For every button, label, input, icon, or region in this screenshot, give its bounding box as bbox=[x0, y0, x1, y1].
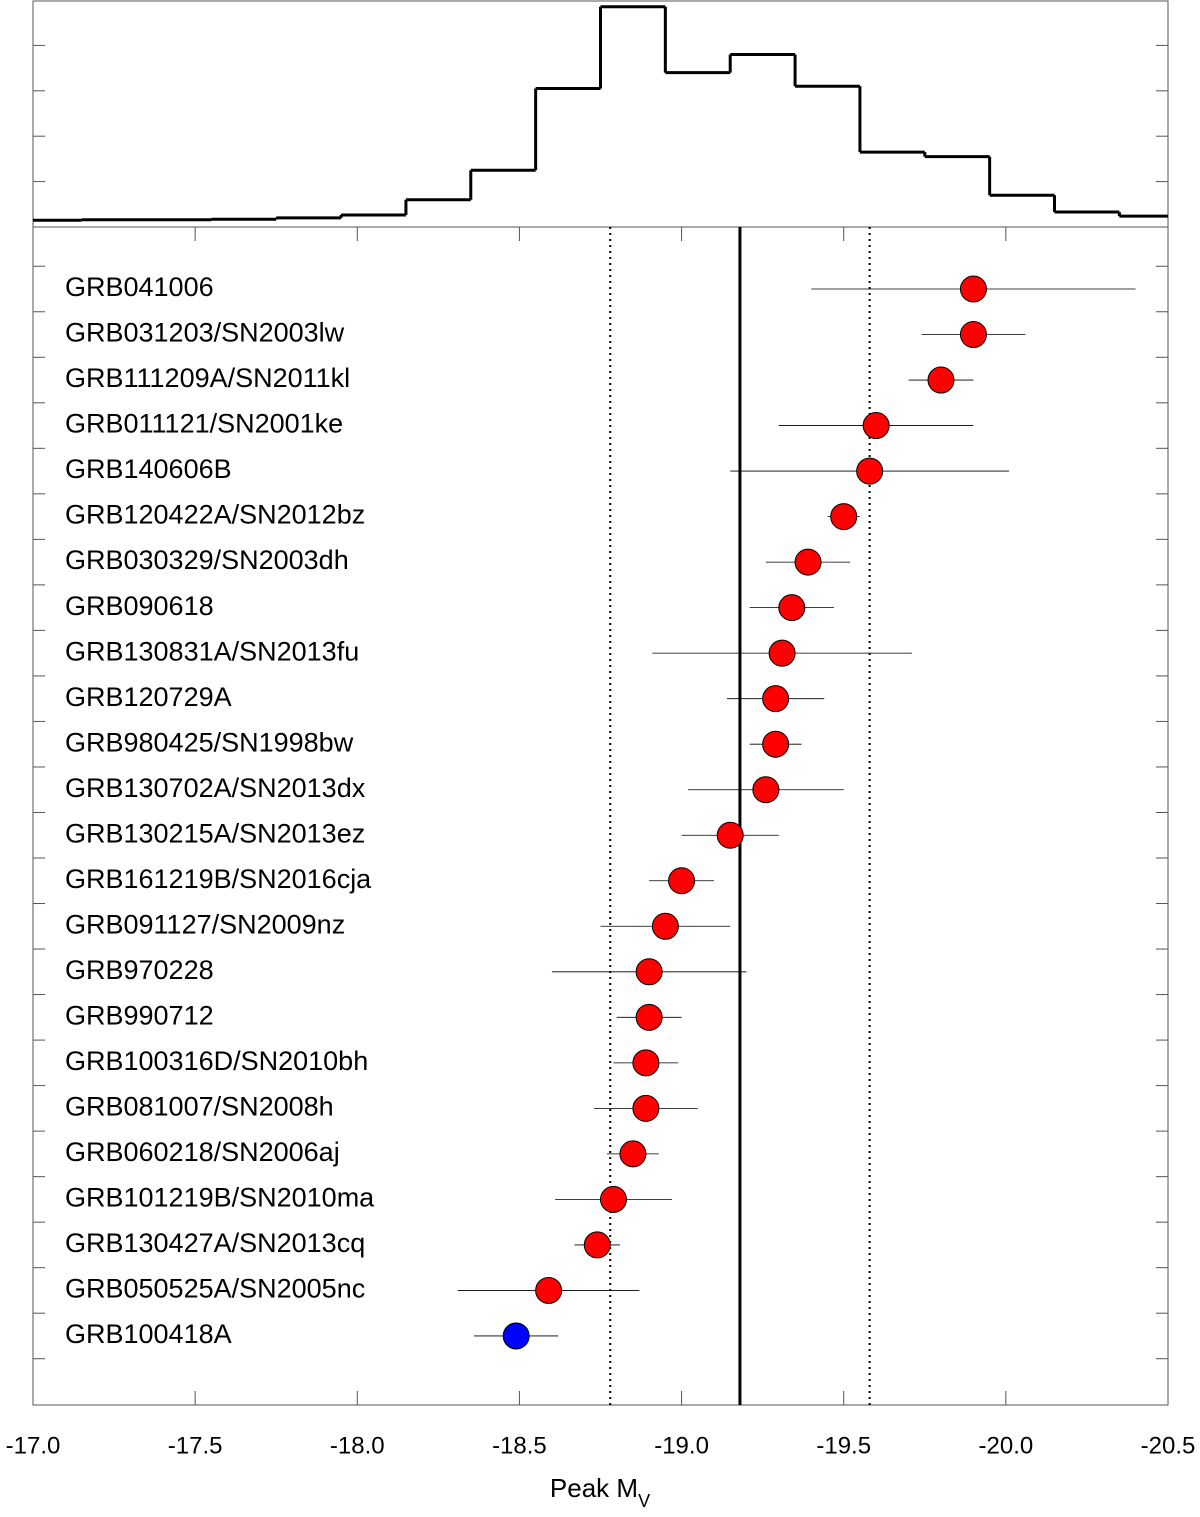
data-point bbox=[632, 1049, 660, 1077]
data-point bbox=[583, 1231, 611, 1259]
data-point bbox=[716, 821, 744, 849]
category-label: GRB050525A/SN2005nc bbox=[65, 1274, 365, 1304]
category-label: GRB090618 bbox=[65, 591, 214, 621]
x-axis-label-subscript: V bbox=[638, 1491, 650, 1511]
plot-frame bbox=[32, 226, 1169, 1406]
data-point bbox=[927, 366, 955, 394]
data-point bbox=[599, 1185, 627, 1213]
data-point bbox=[752, 776, 780, 804]
category-label: GRB081007/SN2008h bbox=[65, 1091, 334, 1121]
data-point bbox=[959, 321, 987, 349]
category-label: GRB120729A bbox=[65, 682, 232, 712]
category-label: GRB130702A/SN2013dx bbox=[65, 773, 366, 803]
category-label: GRB990712 bbox=[65, 1000, 214, 1030]
data-point bbox=[619, 1140, 647, 1168]
x-axis-label-text: Peak M bbox=[550, 1473, 638, 1503]
category-label: GRB970228 bbox=[65, 955, 214, 985]
data-point bbox=[668, 867, 696, 895]
histogram bbox=[33, 5, 1168, 222]
category-label: GRB120422A/SN2012bz bbox=[65, 500, 365, 530]
category-label: GRB031203/SN2003lw bbox=[65, 318, 345, 348]
data-point bbox=[862, 412, 890, 440]
category-label: GRB130215A/SN2013ez bbox=[65, 818, 365, 848]
data-point bbox=[762, 730, 790, 758]
data-point bbox=[635, 1003, 663, 1031]
category-label: GRB101219B/SN2010ma bbox=[65, 1183, 375, 1213]
data-point bbox=[651, 912, 679, 940]
data-point bbox=[830, 503, 858, 531]
data-point bbox=[535, 1276, 563, 1304]
x-tick-label: -18.5 bbox=[492, 1432, 547, 1459]
x-tick-label: -19.0 bbox=[654, 1432, 709, 1459]
category-label: GRB161219B/SN2016cja bbox=[65, 864, 372, 894]
category-label: GRB091127/SN2009nz bbox=[65, 909, 345, 939]
category-label: GRB130427A/SN2013cq bbox=[65, 1228, 365, 1258]
x-tick-label: -20.5 bbox=[1141, 1432, 1196, 1459]
x-axis-label: Peak MV bbox=[550, 1473, 650, 1511]
x-tick-label: -19.5 bbox=[816, 1432, 871, 1459]
category-label: GRB140606B bbox=[65, 454, 232, 484]
category-label: GRB060218/SN2006aj bbox=[65, 1137, 340, 1167]
data-point bbox=[635, 958, 663, 986]
data-point bbox=[632, 1094, 660, 1122]
data-point bbox=[959, 275, 987, 303]
category-label: GRB100316D/SN2010bh bbox=[65, 1046, 368, 1076]
data-point bbox=[778, 594, 806, 622]
data-point bbox=[794, 548, 822, 576]
data-point bbox=[856, 457, 884, 485]
x-tick-label: -17.0 bbox=[6, 1432, 61, 1459]
data-point bbox=[502, 1322, 530, 1350]
category-label: GRB030329/SN2003dh bbox=[65, 545, 349, 575]
x-tick-label: -20.0 bbox=[979, 1432, 1034, 1459]
x-tick-label: -17.5 bbox=[168, 1432, 223, 1459]
data-point bbox=[762, 685, 790, 713]
data-point bbox=[768, 639, 796, 667]
category-label: GRB041006 bbox=[65, 272, 214, 302]
category-label: GRB980425/SN1998bw bbox=[65, 727, 354, 757]
x-tick-label: -18.0 bbox=[330, 1432, 385, 1459]
category-label: GRB011121/SN2001ke bbox=[65, 409, 343, 439]
category-label: GRB100418A bbox=[65, 1319, 232, 1349]
category-label: GRB130831A/SN2013fu bbox=[65, 636, 359, 666]
category-label: GRB111209A/SN2011kl bbox=[65, 363, 350, 393]
